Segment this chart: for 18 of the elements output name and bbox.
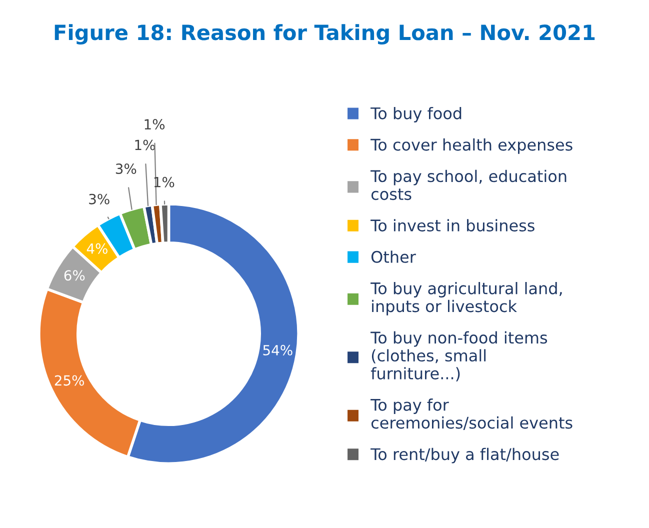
- legend-label: To pay for ceremonies/social events: [370, 398, 572, 430]
- data-label: 25%: [54, 375, 84, 386]
- data-label: 54%: [263, 344, 292, 356]
- data-label: 1%: [144, 119, 165, 130]
- legend-label: To buy non-food items (clothes, small furniture...): [370, 331, 548, 382]
- chart-title: Figure 18: Reason for Taking Loan – Nov. 2021: [54, 24, 595, 44]
- data-label: 4%: [86, 243, 108, 254]
- legend-label: To cover health expenses: [370, 138, 572, 154]
- legend-label: To pay school, education costs: [370, 170, 566, 200]
- legend-label: To rent/buy a flat/house: [370, 448, 559, 464]
- legend-label: Other: [371, 250, 416, 263]
- data-label: 1%: [135, 140, 155, 150]
- legend-label: To buy agricultural land, inputs or livestock: [370, 282, 562, 316]
- legend-label: To invest in business: [370, 219, 534, 232]
- data-label: 6%: [64, 270, 85, 281]
- data-label: 3%: [89, 194, 110, 204]
- data-label: 3%: [116, 164, 136, 174]
- legend-label: To buy food: [370, 106, 462, 122]
